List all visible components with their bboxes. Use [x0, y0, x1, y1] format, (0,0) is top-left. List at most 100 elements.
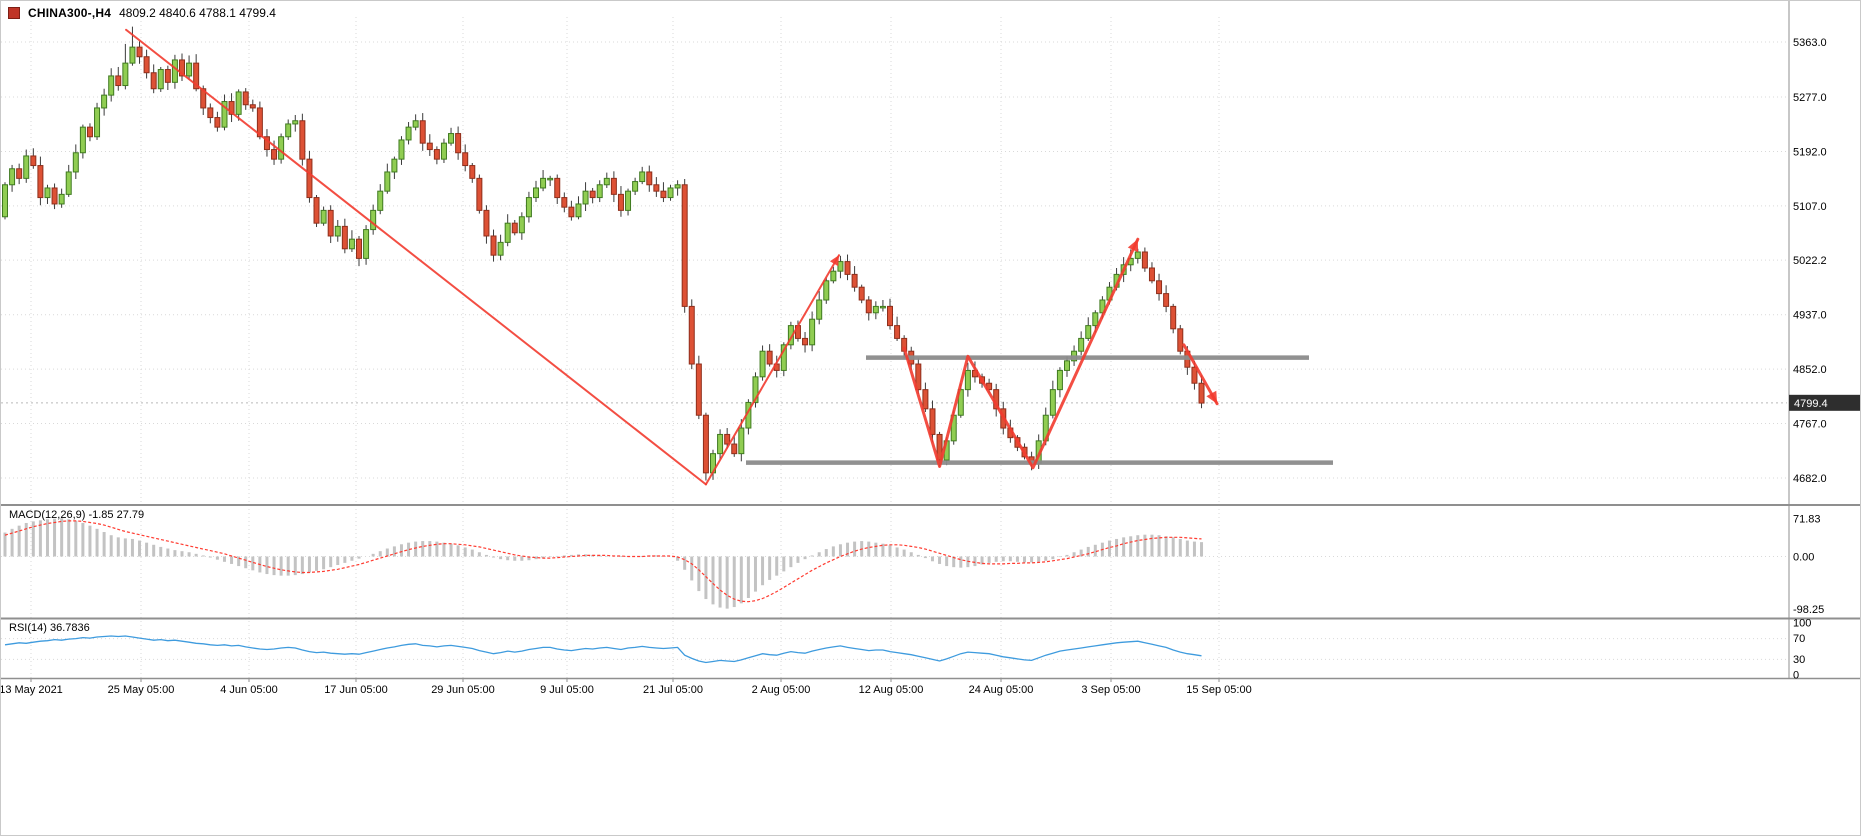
candle-body	[101, 94, 108, 109]
candle-body	[455, 133, 462, 154]
candle-body	[299, 120, 306, 160]
ohlc-readout: 4809.2 4840.6 4788.1 4799.4	[119, 6, 276, 20]
candle-body	[1198, 382, 1205, 404]
candle-body	[809, 318, 816, 346]
trend-arrow-line	[125, 28, 707, 486]
candle-body	[610, 177, 617, 195]
candle-body	[1064, 360, 1070, 371]
macd-axis-label: 0.00	[1793, 552, 1814, 564]
candle-body	[86, 126, 93, 138]
candle-body	[313, 197, 320, 224]
candle-body	[554, 177, 561, 199]
candle-body	[348, 238, 355, 250]
candle-body	[667, 187, 674, 199]
candle-body	[426, 142, 433, 151]
candle-body	[879, 305, 886, 309]
trend-arrow-head	[829, 255, 840, 267]
candle-body	[37, 165, 44, 199]
candle-body	[16, 168, 23, 179]
candle-body	[79, 126, 86, 154]
candle-body	[462, 152, 469, 167]
candle-body	[2, 184, 8, 218]
price-axis-label: 4682.0	[1793, 473, 1827, 485]
candle-body	[440, 142, 447, 160]
candle-body	[752, 376, 759, 403]
candle-body	[540, 177, 547, 189]
candle-body	[398, 139, 405, 160]
candle-body	[242, 91, 249, 106]
time-axis-label: 17 Jun 05:00	[324, 684, 388, 696]
candle-body	[115, 75, 122, 87]
candle-body	[617, 193, 624, 211]
candle-body	[200, 88, 207, 109]
candle-body	[653, 184, 660, 192]
macd-axis-label: 71.83	[1793, 513, 1821, 525]
trend-arrows[interactable]	[125, 28, 1219, 486]
candle-body	[1134, 251, 1141, 259]
candle-body	[1049, 389, 1056, 416]
candle-body	[816, 299, 823, 320]
price-axis-labels[interactable]: 5363.0 5277.0 5192.0 5107.0 5022.2 4937.0 4852…	[1793, 37, 1827, 485]
candle-body	[23, 155, 30, 179]
candle-body	[625, 190, 632, 211]
price-gridlines	[1, 41, 1787, 479]
candle-body	[865, 299, 872, 314]
candle-body	[504, 222, 511, 243]
candle-body	[1078, 337, 1085, 352]
rsi-axis-label: 30	[1793, 654, 1805, 666]
candle-body	[412, 120, 419, 128]
time-axis-label: 13 May 2021	[1, 684, 63, 696]
candle-body	[334, 225, 341, 237]
candle-body	[851, 273, 858, 288]
candle-body	[370, 209, 377, 231]
time-axis-label: 25 May 05:00	[108, 684, 175, 696]
time-axis-label: 12 Aug 05:00	[859, 684, 924, 696]
rsi-axis-labels[interactable]: 100 70 30 0	[1793, 618, 1811, 682]
candle-body	[547, 177, 554, 181]
candle-body	[674, 184, 681, 189]
candle-body	[639, 171, 646, 183]
candle-body	[320, 209, 327, 224]
candle-body	[193, 62, 200, 90]
candle-body	[894, 325, 901, 339]
candle-body	[363, 229, 370, 259]
candle-body	[271, 149, 278, 160]
candle-body	[1170, 305, 1177, 330]
candle-body	[717, 433, 724, 455]
candle-body	[702, 414, 709, 474]
rsi-indicator-label: RSI(14) 36.7836	[9, 622, 90, 634]
candle-body	[497, 241, 504, 256]
candle-body	[823, 280, 830, 301]
macd-axis-labels[interactable]: 71.83 0.00 -98.25	[1793, 513, 1824, 615]
time-axis-labels[interactable]: 13 May 2021 25 May 05:00 4 Jun 05:00 17 Jun…	[1, 678, 1252, 696]
time-axis-label: 3 Sep 05:00	[1081, 684, 1140, 696]
price-axis-label: 5277.0	[1793, 92, 1827, 104]
candle-body	[780, 344, 787, 371]
candle-body	[405, 126, 412, 141]
candle-body	[186, 62, 193, 77]
candle-body	[72, 152, 79, 173]
candle-body	[738, 427, 745, 455]
candle-body	[589, 190, 596, 199]
candle-body	[483, 209, 490, 237]
candle-body	[837, 261, 844, 272]
macd-histogram	[3, 518, 1204, 609]
candle-body	[391, 158, 398, 173]
candle-body	[256, 107, 263, 138]
candle-body	[136, 46, 143, 58]
candle-body	[802, 337, 809, 346]
candle-body	[688, 305, 695, 365]
rsi-axis-label: 0	[1793, 670, 1799, 682]
candle-body	[51, 187, 58, 205]
chart-header: CHINA300-,H4 4809.2 4840.6 4788.1 4799.4	[8, 6, 276, 20]
candle-body	[9, 168, 16, 186]
candle-body	[1056, 369, 1063, 391]
candle-body	[533, 187, 539, 199]
candle-body	[65, 171, 72, 195]
candle-body	[646, 171, 653, 186]
candle-body	[476, 177, 483, 211]
candle-body	[1085, 325, 1092, 339]
support-resistance-lines[interactable]	[746, 355, 1333, 465]
